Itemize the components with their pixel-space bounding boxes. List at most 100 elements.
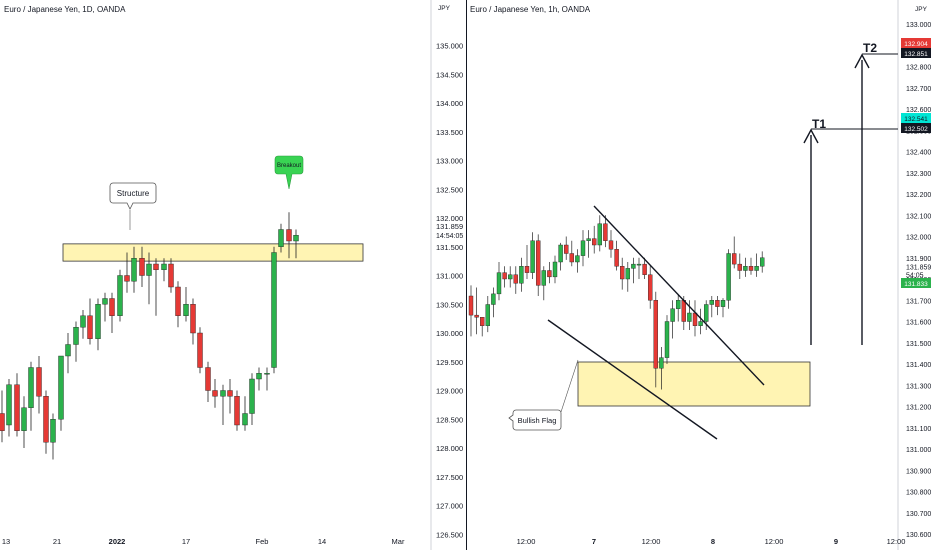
candle[interactable] (6, 384, 12, 426)
candle[interactable] (234, 396, 240, 426)
candle[interactable] (614, 249, 619, 267)
candle[interactable] (754, 266, 759, 271)
candle[interactable] (153, 263, 159, 270)
candle[interactable] (698, 321, 703, 326)
candle[interactable] (519, 266, 524, 284)
candle[interactable] (190, 304, 196, 334)
candle[interactable] (242, 413, 248, 426)
candle[interactable] (80, 315, 86, 328)
candle[interactable] (73, 327, 79, 345)
candle[interactable] (65, 344, 71, 357)
candle[interactable] (748, 266, 754, 271)
candle[interactable] (608, 240, 614, 250)
candle[interactable] (681, 300, 687, 322)
candle[interactable] (664, 321, 670, 358)
candle[interactable] (249, 378, 255, 414)
candle[interactable] (642, 263, 647, 275)
candle[interactable] (709, 300, 715, 305)
candle[interactable] (636, 263, 642, 266)
candle[interactable] (50, 419, 56, 443)
candle[interactable] (468, 295, 474, 316)
bullish-flag-zone[interactable] (577, 361, 811, 407)
candle[interactable] (293, 235, 299, 242)
candle[interactable] (569, 253, 575, 263)
candle[interactable] (485, 304, 490, 326)
candle[interactable] (264, 373, 270, 375)
candle[interactable] (726, 253, 731, 301)
candle[interactable] (183, 304, 189, 316)
candle[interactable] (732, 253, 737, 265)
candle[interactable] (117, 275, 123, 316)
candle[interactable] (692, 312, 698, 326)
candle[interactable] (591, 238, 597, 246)
candle[interactable] (653, 300, 659, 369)
candle[interactable] (737, 263, 742, 271)
candle[interactable] (479, 317, 485, 326)
candle[interactable] (168, 263, 174, 288)
candle[interactable] (212, 390, 218, 397)
candle[interactable] (703, 304, 709, 322)
candle[interactable] (508, 274, 513, 280)
right-chart-hourly[interactable]: 133.000132.900132.800132.700132.600132.5… (466, 0, 932, 550)
candle[interactable] (687, 312, 692, 322)
candle[interactable] (603, 223, 608, 241)
candle[interactable] (286, 229, 292, 242)
candle[interactable] (491, 293, 496, 305)
breakout-callout[interactable]: Breakout (274, 155, 304, 190)
candle[interactable] (720, 300, 726, 307)
candle[interactable] (102, 298, 108, 305)
candle[interactable] (659, 357, 664, 369)
candle[interactable] (547, 270, 552, 278)
candle[interactable] (474, 314, 479, 318)
candle[interactable] (87, 315, 93, 339)
candle[interactable] (563, 244, 569, 254)
candle[interactable] (220, 390, 226, 397)
candle[interactable] (95, 304, 101, 339)
structure-zone[interactable] (62, 243, 364, 262)
candle[interactable] (139, 258, 145, 276)
flag-lower-trendline[interactable] (547, 319, 718, 440)
candle[interactable] (271, 252, 277, 368)
candle[interactable] (552, 261, 558, 278)
candle[interactable] (256, 373, 262, 380)
candle[interactable] (619, 266, 625, 280)
candle[interactable] (0, 413, 5, 431)
candle[interactable] (541, 270, 547, 286)
candle[interactable] (675, 300, 681, 309)
candle[interactable] (28, 367, 34, 408)
candle[interactable] (647, 274, 653, 301)
candle[interactable] (586, 238, 591, 241)
candle[interactable] (575, 255, 580, 263)
candle[interactable] (580, 240, 586, 256)
candle[interactable] (530, 240, 535, 273)
candle[interactable] (496, 272, 502, 295)
candle[interactable] (760, 257, 765, 267)
candle[interactable] (205, 367, 211, 391)
candle[interactable] (625, 268, 631, 280)
candle[interactable] (161, 263, 167, 270)
left-chart-daily[interactable]: 135.000 134.500 134.000 133.500 133.000 132.5… (0, 0, 466, 550)
candle[interactable] (197, 332, 203, 368)
candle[interactable] (146, 263, 152, 276)
structure-callout[interactable]: Structure (109, 182, 157, 210)
candle[interactable] (535, 240, 541, 286)
candle[interactable] (58, 355, 64, 420)
candle[interactable] (43, 396, 49, 443)
candle[interactable] (36, 367, 42, 397)
candle[interactable] (670, 308, 675, 322)
candle[interactable] (524, 266, 530, 273)
candle[interactable] (597, 223, 603, 246)
candle[interactable] (21, 407, 27, 431)
candle[interactable] (109, 298, 115, 316)
candle[interactable] (278, 229, 284, 247)
candle[interactable] (131, 258, 137, 282)
candle[interactable] (175, 286, 181, 316)
candle[interactable] (558, 244, 563, 263)
candle[interactable] (14, 384, 20, 431)
candle[interactable] (715, 300, 720, 307)
candle[interactable] (743, 266, 748, 271)
candle[interactable] (124, 275, 130, 282)
candle[interactable] (502, 272, 507, 280)
candle[interactable] (513, 274, 518, 284)
bullish-flag-callout[interactable]: Bullish Flag (508, 409, 562, 431)
